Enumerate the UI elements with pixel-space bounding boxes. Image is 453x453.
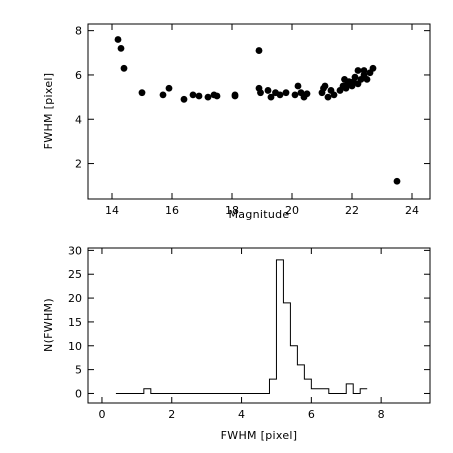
data-point [213, 92, 221, 100]
data-point [330, 91, 338, 99]
data-point [303, 90, 311, 98]
histogram-steps [115, 259, 368, 394]
data-point [117, 44, 125, 52]
data-point [393, 177, 401, 185]
data-point [159, 91, 167, 99]
scatter-points [114, 36, 401, 185]
y-tick-label: 0 [75, 387, 82, 400]
x-tick-label: 20 [285, 204, 299, 217]
y-tick-label: 5 [75, 364, 82, 377]
histogram-x-axis-title: FWHM [pixel] [221, 429, 298, 442]
x-tick-label: 4 [238, 408, 245, 421]
data-point [255, 47, 263, 54]
histogram-ticks: 0 2 4 6 8 0 5 10 15 20 25 30 [68, 244, 430, 421]
data-point [351, 73, 359, 81]
data-point [291, 91, 299, 99]
data-point [294, 82, 302, 90]
x-tick-label: 6 [308, 408, 315, 421]
histogram-plot-frame [87, 247, 431, 404]
histogram-panel: 0 2 4 6 8 0 5 10 15 20 25 30 FWHM [pixel] N(FWHM) [42, 244, 431, 442]
data-point [276, 91, 284, 99]
x-tick-label: 24 [405, 204, 419, 217]
data-point [180, 95, 188, 103]
data-point [282, 89, 290, 97]
data-point [369, 64, 377, 72]
y-tick-label: 6 [75, 69, 82, 82]
x-tick-label: 16 [165, 204, 179, 217]
x-tick-label: 22 [345, 204, 359, 217]
y-tick-label: 2 [75, 158, 82, 171]
scatter-x-axis-title: Magnitude [229, 208, 290, 221]
data-point [195, 92, 203, 100]
data-point [257, 89, 264, 97]
data-point [363, 75, 371, 83]
data-point [264, 87, 272, 94]
data-point [120, 64, 128, 72]
histogram-line [115, 259, 368, 394]
data-point [189, 91, 197, 99]
x-tick-label: 0 [98, 408, 105, 421]
y-tick-label: 30 [68, 244, 82, 257]
scatter-plot-frame [87, 23, 431, 200]
y-tick-label: 8 [75, 25, 82, 38]
data-point [138, 89, 146, 97]
x-tick-label: 2 [168, 408, 175, 421]
histogram-y-axis-title: N(FWHM) [42, 298, 55, 352]
y-tick-label: 20 [68, 292, 82, 305]
data-point [114, 36, 122, 43]
x-tick-label: 18 [225, 204, 239, 217]
x-tick-label: 14 [105, 204, 119, 217]
y-tick-label: 4 [75, 113, 82, 126]
y-tick-label: 25 [68, 268, 82, 281]
data-point [165, 84, 173, 92]
x-tick-label: 8 [378, 408, 385, 421]
y-tick-label: 15 [68, 316, 82, 329]
data-point [321, 82, 329, 90]
y-tick-label: 10 [68, 340, 82, 353]
data-point [231, 91, 239, 99]
data-point [324, 93, 332, 101]
data-point [267, 93, 275, 101]
data-point [360, 67, 368, 74]
data-point [354, 67, 362, 74]
scatter-y-axis-title: FWHM [pixel] [42, 73, 55, 150]
data-point [204, 93, 212, 101]
